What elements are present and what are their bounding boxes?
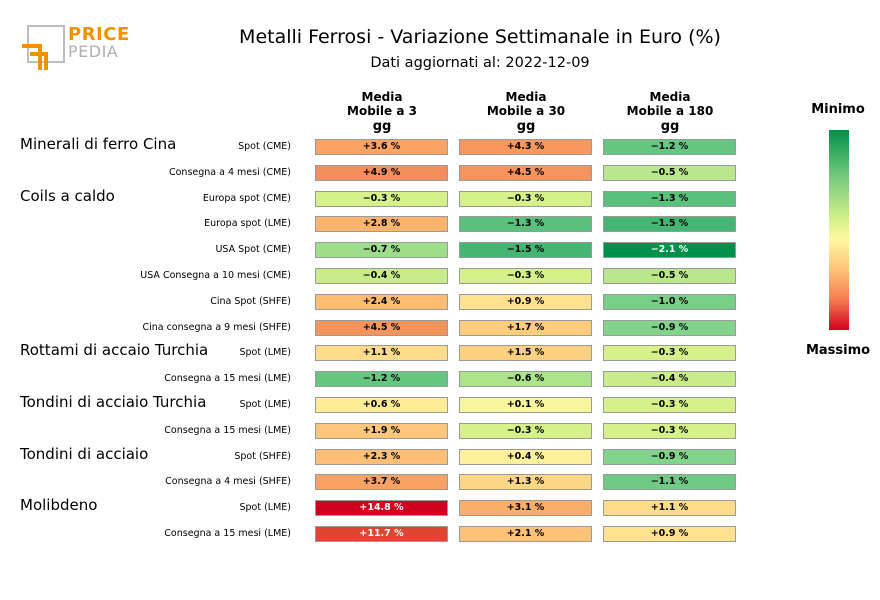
column-header-180gg: Media Mobile a 180 gg [600,90,740,134]
column-header-line: Mobile a 3 [347,104,417,118]
row-label: Europa spot (CME) [202,192,291,204]
heatmap-cell: −0.4 % [603,371,736,388]
row-label: Spot (LME) [239,399,291,410]
column-header-30gg: Media Mobile a 30 gg [456,90,596,134]
color-scale-bar [829,130,849,330]
heatmap-cell: +2.3 % [315,448,448,465]
column-header-line: gg [660,119,680,134]
chart-subtitle: Dati aggiornati al: 2022-12-09 [370,55,590,71]
row-label: Consegna a 4 mesi (SHFE) [165,476,291,488]
heatmap-cell: −1.2 % [315,371,448,388]
group-label: Tondini di acciaio [20,444,149,463]
column-header-line: gg [372,119,392,134]
heatmap-cell: +1.5 % [459,345,592,362]
legend-max-label: Massimo [805,343,871,358]
heatmap-cell: −1.2 % [603,139,736,155]
legend-min-label: Minimo [811,102,865,117]
group-label: Coils a caldo [20,186,115,205]
heatmap-cell: −1.5 % [603,216,736,233]
heatmap-cell: −0.3 % [315,190,448,207]
heatmap-cell: +0.6 % [315,397,448,413]
row-label: Consegna a 15 mesi (LME) [164,424,291,436]
heatmap-cell: +1.3 % [459,474,592,491]
heatmap-cell: +1.1 % [315,345,448,362]
heatmap-cell: −0.9 % [603,319,736,336]
heatmap-cell: +4.5 % [315,319,448,336]
logo-mark-icon [22,25,65,70]
heatmap-cell: +3.1 % [459,500,592,517]
heatmap-cell: +0.4 % [459,448,592,465]
heatmap-cell: +0.9 % [459,293,592,310]
heatmap-cell: +14.8 % [315,500,448,517]
heatmap-cell: −0.3 % [603,345,736,362]
row-label: Consegna a 15 mesi (LME) [164,528,291,539]
heatmap-cell: +4.5 % [459,164,592,181]
column-header-line: Media [649,90,691,104]
heatmap-cell: −2.1 % [603,242,736,259]
heatmap-cell: −1.1 % [603,474,736,491]
row-label: Spot (SHFE) [234,450,291,462]
row-label: Cina consegna a 9 mesi (SHFE) [142,321,291,333]
heatmap-cell: −0.4 % [315,268,448,284]
logo-text-price: PRICE [68,24,130,45]
column-header-line: Mobile a 180 [626,104,714,118]
column-header-3gg: Media Mobile a 3 gg [312,90,452,134]
row-label: USA Consegna a 10 mesi (CME) [140,270,291,281]
heatmap-cell: −0.3 % [603,397,736,413]
heatmap-cell: +4.3 % [459,139,592,155]
heatmap-cell: +3.6 % [315,139,448,155]
row-label: USA Spot (CME) [215,244,291,256]
group-label: Rottami di accaio Turchia [20,341,209,360]
heatmap-cell: −0.3 % [459,190,592,207]
heatmap-cell: −0.9 % [603,448,736,465]
heatmap-cell: −1.3 % [603,190,736,207]
heatmap-cell: −0.5 % [603,164,736,181]
heatmap-cell: −0.6 % [459,371,592,388]
heatmap-cell: +2.1 % [459,526,592,542]
pricepedia-logo: PRICE PEDIA [20,24,130,74]
row-label: Consegna a 15 mesi (LME) [164,373,291,385]
row-label: Spot (LME) [239,502,291,514]
heatmap-cell: +1.9 % [315,422,448,439]
column-header-line: gg [516,119,536,134]
heatmap-cell: −1.3 % [459,216,592,233]
heatmap-cell: −1.5 % [459,242,592,259]
column-header-line: Media [361,90,403,104]
heatmap-cell: −0.3 % [459,268,592,284]
row-label: Spot (LME) [239,347,291,359]
heatmap-cell: +4.9 % [315,164,448,181]
group-label: Minerali di ferro Cina [20,135,177,153]
heatmap-cell: −0.5 % [603,268,736,284]
group-label: Tondini di acciaio Turchia [20,393,207,411]
row-label: Spot (CME) [238,141,291,152]
heatmap-cell: +1.7 % [459,319,592,336]
heatmap-cell: +0.9 % [603,526,736,542]
heatmap-cell: −0.7 % [315,242,448,259]
group-label: Molibdeno [20,496,98,515]
logo-text-pedia: PEDIA [68,42,119,61]
column-header-line: Media [505,90,547,104]
chart-title: Metalli Ferrosi - Variazione Settimanale… [239,26,721,48]
heatmap-cell: +2.4 % [315,293,448,310]
heatmap-cell: −0.3 % [459,422,592,439]
heatmap-cell: −1.0 % [603,293,736,310]
heatmap-cell: −0.3 % [603,422,736,439]
heatmap-cell: +1.1 % [603,500,736,517]
row-label: Cina Spot (SHFE) [210,295,291,307]
column-header-line: Mobile a 30 [486,104,566,118]
heatmap-cell: +3.7 % [315,474,448,491]
heatmap-cell: +11.7 % [315,526,448,542]
heatmap-cell: +0.1 % [459,397,592,413]
row-label: Europa spot (LME) [204,218,291,230]
row-label: Consegna a 4 mesi (CME) [168,166,291,178]
heatmap-cell: +2.8 % [315,216,448,233]
